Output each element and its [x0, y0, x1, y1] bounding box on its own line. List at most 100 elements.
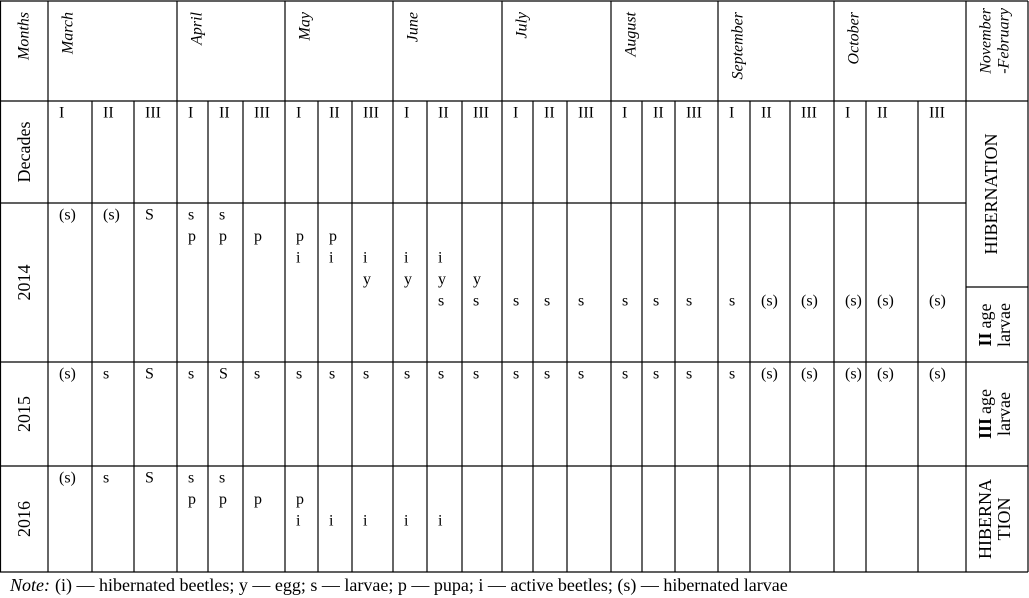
- status-label: III age: [975, 389, 995, 439]
- cell-entry: p: [219, 228, 227, 245]
- decade-label: II: [219, 105, 230, 122]
- cell-entry: p: [219, 491, 227, 508]
- cell-entry: (s): [59, 470, 76, 487]
- cell-entry: (s): [929, 366, 946, 383]
- cell-entry: s: [653, 366, 659, 383]
- cell-entry: s: [188, 366, 194, 383]
- cell-entry: y: [438, 271, 446, 288]
- month-label: April: [189, 11, 206, 45]
- cell-entry: i: [404, 250, 409, 267]
- cell-entry: y: [363, 271, 371, 288]
- decade-label: II: [761, 105, 772, 122]
- cell-entry: s: [404, 366, 410, 383]
- cell-entry: s: [653, 293, 659, 310]
- row-label: 2015: [14, 396, 34, 432]
- cell-entry: y: [404, 271, 412, 288]
- status-label: HIBERNATION: [981, 134, 1001, 255]
- cell-entry: S: [145, 366, 154, 383]
- cell-entry: S: [219, 366, 228, 383]
- cell-entry: s: [544, 293, 550, 310]
- cell-entry: S: [145, 207, 154, 224]
- cell-entry: (s): [801, 366, 818, 383]
- cell-entry: p: [188, 491, 196, 508]
- cell-entry: i: [296, 250, 301, 267]
- cell-entry: s: [578, 366, 584, 383]
- decade-label: I: [845, 105, 850, 122]
- cell-entry: s: [363, 366, 369, 383]
- note: Note: (i) — hibernated beetles; y — egg; …: [9, 575, 788, 596]
- cell-entry: s: [729, 293, 735, 310]
- cell-entry: p: [296, 228, 304, 245]
- decade-label: I: [404, 105, 409, 122]
- cell-entry: s: [544, 366, 550, 383]
- note-text: (i) — hibernated beetles; y — egg; s — l…: [55, 575, 788, 596]
- corner-label: Months: [16, 12, 33, 61]
- cell-entry: s: [473, 293, 479, 310]
- decade-label: III: [473, 105, 489, 122]
- cell-entry: (s): [845, 293, 862, 310]
- cell-entry: (s): [929, 293, 946, 310]
- cell-entry: s: [686, 366, 692, 383]
- month-label: July: [514, 11, 531, 39]
- cell-entry: i: [363, 250, 368, 267]
- cell-entry: i: [404, 513, 409, 530]
- cell-entry: (s): [761, 293, 778, 310]
- cell-entry: i: [438, 250, 443, 267]
- month-label: October: [846, 11, 863, 64]
- cell-entry: s: [578, 293, 584, 310]
- row-label: 2016: [14, 501, 34, 537]
- cell-entry: i: [329, 250, 334, 267]
- cell-entry: (s): [103, 207, 120, 224]
- decade-label: III: [686, 105, 702, 122]
- status-label: TION: [994, 498, 1014, 541]
- decade-label: I: [188, 105, 193, 122]
- decade-label: III: [578, 105, 594, 122]
- cell-entry: s: [729, 366, 735, 383]
- cell-entry: s: [622, 293, 628, 310]
- cell-entry: p: [254, 228, 262, 245]
- cell-entry: (s): [59, 366, 76, 383]
- decade-label: II: [653, 105, 664, 122]
- cell-entry: s: [438, 366, 444, 383]
- decade-label: I: [513, 105, 518, 122]
- cell-entry: (s): [877, 366, 894, 383]
- cell-entry: s: [513, 366, 519, 383]
- decade-label: II: [438, 105, 449, 122]
- row-label: 2014: [14, 265, 34, 301]
- decade-label: III: [254, 105, 270, 122]
- decade-label: II: [103, 105, 114, 122]
- row-label: Decades: [14, 122, 34, 183]
- cell-entry: (s): [761, 366, 778, 383]
- status-label: HIBERNA: [975, 479, 995, 559]
- month-label: March: [60, 12, 77, 55]
- decade-label: I: [59, 105, 64, 122]
- cell-entry: p: [188, 228, 196, 245]
- cell-entry: p: [329, 228, 337, 245]
- larvae-text: age: [975, 303, 995, 328]
- cell-entry: s: [473, 366, 479, 383]
- cell-entry: (s): [59, 207, 76, 224]
- decade-label: II: [877, 105, 888, 122]
- decade-label: I: [296, 105, 301, 122]
- cell-entry: i: [296, 513, 301, 530]
- cell-entry: s: [254, 366, 260, 383]
- cell-entry: (s): [801, 293, 818, 310]
- cell-entry: S: [145, 470, 154, 487]
- month-label: November: [978, 7, 995, 75]
- cell-entry: s: [438, 293, 444, 310]
- cell-entry: i: [329, 513, 334, 530]
- cell-entry: s: [686, 293, 692, 310]
- month-label: June: [405, 12, 422, 42]
- cell-entry: s: [622, 366, 628, 383]
- status-label: larvae: [994, 303, 1014, 347]
- cell-entry: (s): [877, 293, 894, 310]
- decade-label: III: [145, 105, 161, 122]
- cell-entry: y: [473, 271, 481, 288]
- decade-label: I: [622, 105, 627, 122]
- cell-entry: s: [103, 366, 109, 383]
- month-label: September: [730, 11, 747, 79]
- cell-entry: s: [513, 293, 519, 310]
- status-label: II age: [975, 303, 995, 346]
